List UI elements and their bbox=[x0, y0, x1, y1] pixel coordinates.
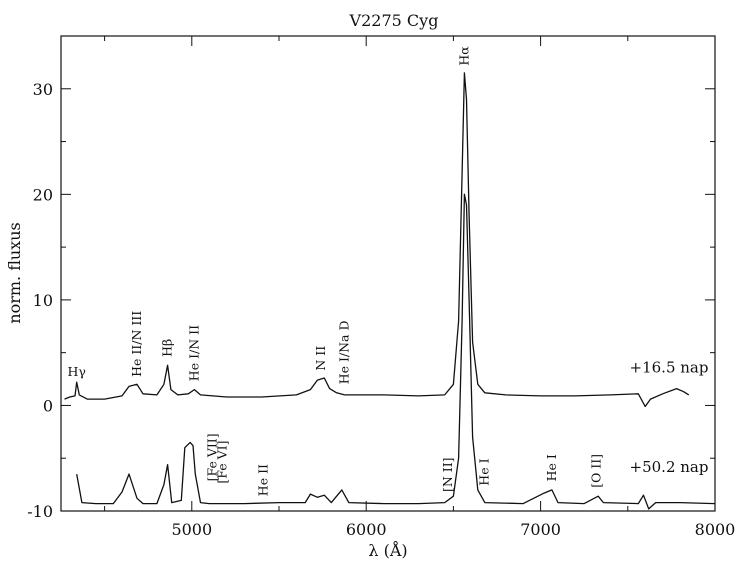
x-tick-label: 8000 bbox=[695, 520, 736, 539]
plot-frame bbox=[60, 35, 716, 512]
line-annotation: [Fe VII] bbox=[205, 433, 220, 481]
line-annotation: N II bbox=[313, 346, 328, 371]
tick-labels: 5000 6000 7000 8000 -10 0 10 20 30 bbox=[27, 80, 735, 539]
line-annotation: [Fe VI] bbox=[215, 441, 230, 484]
line-annotation: Hα bbox=[456, 46, 471, 66]
x-tick-label: 6000 bbox=[346, 520, 387, 539]
line-annotation: Hγ bbox=[68, 364, 86, 379]
axis-ticks bbox=[61, 36, 716, 512]
y-tick-label: 20 bbox=[33, 185, 53, 204]
x-tick-label: 7000 bbox=[520, 520, 561, 539]
y-tick-label: 10 bbox=[33, 291, 53, 310]
line-annotation: [N II] bbox=[440, 457, 455, 492]
line-annotation: Hβ bbox=[160, 339, 175, 357]
line-annotation: He II bbox=[256, 464, 271, 496]
series-line-2 bbox=[76, 193, 716, 510]
line-annotation: [O II] bbox=[588, 454, 603, 488]
x-tick-label: 5000 bbox=[171, 520, 212, 539]
series-group bbox=[64, 72, 716, 510]
line-annotation: He II/N III bbox=[129, 311, 144, 377]
line-annotations: Hγ He II/N III Hβ He I/N II N II He I/Na D Hα [… bbox=[68, 46, 604, 497]
chart-title: V2275 Cyg bbox=[349, 11, 439, 30]
x-axis-title: λ (Å) bbox=[368, 540, 407, 560]
line-annotation: He I bbox=[476, 458, 491, 485]
y-tick-label: 30 bbox=[33, 80, 53, 99]
series-label: +16.5 nap bbox=[630, 359, 709, 377]
line-annotation: He I/Na D bbox=[337, 320, 352, 384]
series-label: +50.2 nap bbox=[630, 458, 709, 476]
series-labels: +16.5 nap +50.2 nap bbox=[630, 359, 709, 476]
y-tick-label: -10 bbox=[27, 502, 53, 521]
series-line-1 bbox=[64, 72, 690, 408]
line-annotation: He I/N II bbox=[186, 325, 201, 381]
line-annotation: He I bbox=[544, 454, 559, 481]
y-tick-label: 0 bbox=[43, 396, 53, 415]
y-axis-title: norm. fluxus bbox=[5, 222, 24, 323]
